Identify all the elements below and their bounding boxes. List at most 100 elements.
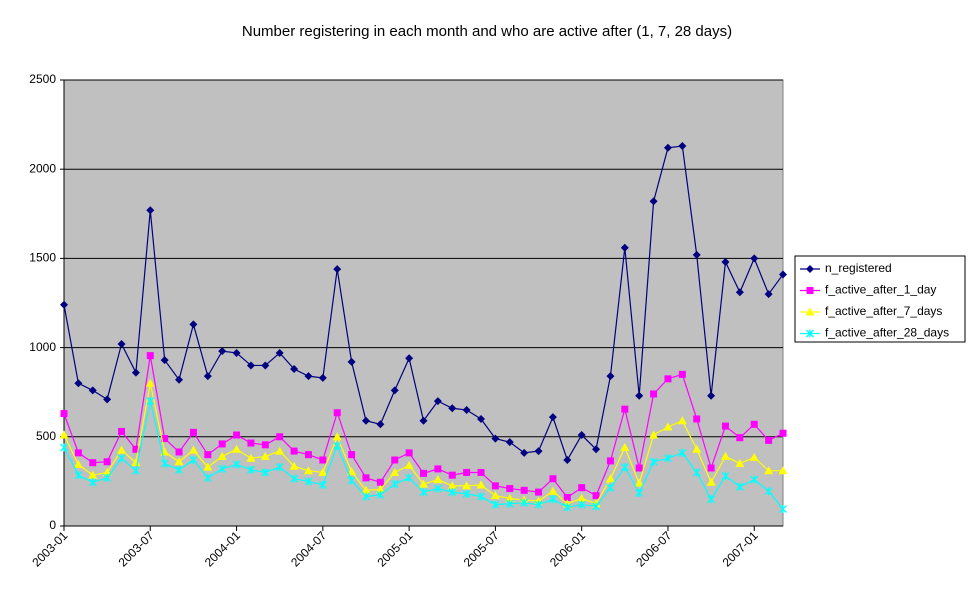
marker bbox=[175, 448, 183, 456]
marker bbox=[304, 477, 313, 486]
marker bbox=[145, 378, 155, 387]
marker bbox=[506, 485, 514, 493]
marker bbox=[362, 492, 370, 501]
marker bbox=[678, 142, 687, 151]
marker bbox=[462, 489, 471, 498]
marker bbox=[375, 484, 385, 493]
marker bbox=[606, 483, 615, 492]
marker bbox=[736, 434, 744, 442]
marker bbox=[204, 451, 212, 459]
marker bbox=[361, 416, 370, 425]
marker bbox=[88, 478, 97, 487]
marker bbox=[232, 348, 241, 357]
marker bbox=[750, 254, 759, 263]
marker bbox=[189, 455, 198, 464]
marker bbox=[146, 352, 154, 360]
marker bbox=[420, 469, 427, 477]
marker bbox=[592, 445, 601, 454]
y-tick-label: 0 bbox=[49, 518, 56, 532]
marker bbox=[175, 465, 183, 474]
marker bbox=[434, 465, 442, 473]
marker bbox=[765, 436, 773, 444]
marker bbox=[203, 473, 212, 482]
x-tick-label: 2003-07 bbox=[116, 528, 157, 569]
marker bbox=[303, 466, 313, 475]
marker bbox=[677, 416, 687, 425]
legend-label: f_active_after_1_day bbox=[825, 283, 936, 297]
marker bbox=[289, 461, 299, 470]
marker bbox=[664, 454, 672, 463]
marker bbox=[117, 454, 126, 463]
marker bbox=[520, 486, 528, 494]
marker bbox=[348, 451, 356, 459]
marker bbox=[764, 487, 773, 496]
marker bbox=[721, 422, 729, 430]
marker bbox=[361, 485, 371, 494]
marker bbox=[217, 451, 227, 460]
marker bbox=[462, 481, 472, 490]
marker bbox=[376, 478, 384, 486]
marker bbox=[548, 486, 558, 495]
marker bbox=[620, 463, 629, 472]
marker bbox=[333, 409, 341, 417]
marker bbox=[275, 446, 285, 455]
marker bbox=[203, 372, 212, 381]
marker bbox=[391, 456, 399, 464]
marker bbox=[131, 466, 140, 475]
marker bbox=[678, 370, 686, 378]
marker bbox=[433, 475, 443, 484]
marker bbox=[376, 420, 385, 429]
marker bbox=[247, 439, 255, 447]
marker bbox=[60, 443, 68, 452]
marker bbox=[635, 488, 644, 497]
marker bbox=[693, 415, 701, 423]
marker bbox=[592, 492, 600, 500]
marker bbox=[764, 466, 774, 475]
marker bbox=[160, 459, 169, 468]
marker bbox=[433, 484, 442, 493]
marker bbox=[275, 463, 284, 472]
x-tick-label: 2006-07 bbox=[633, 528, 674, 569]
marker bbox=[103, 458, 111, 466]
marker bbox=[73, 459, 83, 468]
x-tick-label: 2004-07 bbox=[288, 528, 329, 569]
legend-marker bbox=[806, 287, 814, 294]
marker bbox=[174, 457, 184, 466]
marker bbox=[347, 467, 357, 476]
marker bbox=[750, 420, 758, 428]
marker bbox=[246, 465, 255, 474]
marker bbox=[635, 391, 644, 400]
legend-label: n_registered bbox=[825, 261, 892, 275]
marker bbox=[74, 449, 82, 457]
marker bbox=[304, 372, 313, 381]
marker bbox=[635, 464, 643, 472]
marker bbox=[621, 405, 629, 413]
marker bbox=[146, 206, 155, 215]
marker bbox=[650, 390, 658, 398]
y-tick-label: 1500 bbox=[29, 251, 56, 265]
marker bbox=[390, 467, 400, 476]
marker bbox=[534, 500, 543, 509]
marker bbox=[577, 500, 586, 509]
marker bbox=[505, 493, 515, 502]
marker bbox=[276, 433, 284, 441]
marker bbox=[261, 361, 270, 370]
marker bbox=[735, 482, 744, 491]
x-tick-label: 2007-01 bbox=[720, 528, 761, 569]
marker bbox=[779, 429, 787, 437]
marker bbox=[491, 482, 499, 490]
legend-box bbox=[794, 255, 966, 343]
marker bbox=[333, 441, 342, 450]
marker bbox=[419, 479, 428, 488]
marker bbox=[548, 495, 557, 504]
marker bbox=[261, 468, 270, 477]
marker bbox=[117, 445, 127, 454]
plot-area bbox=[63, 79, 784, 527]
marker bbox=[332, 432, 342, 441]
marker bbox=[59, 430, 69, 439]
marker bbox=[592, 502, 601, 511]
marker bbox=[103, 473, 112, 482]
marker bbox=[433, 397, 442, 406]
marker bbox=[749, 452, 759, 461]
